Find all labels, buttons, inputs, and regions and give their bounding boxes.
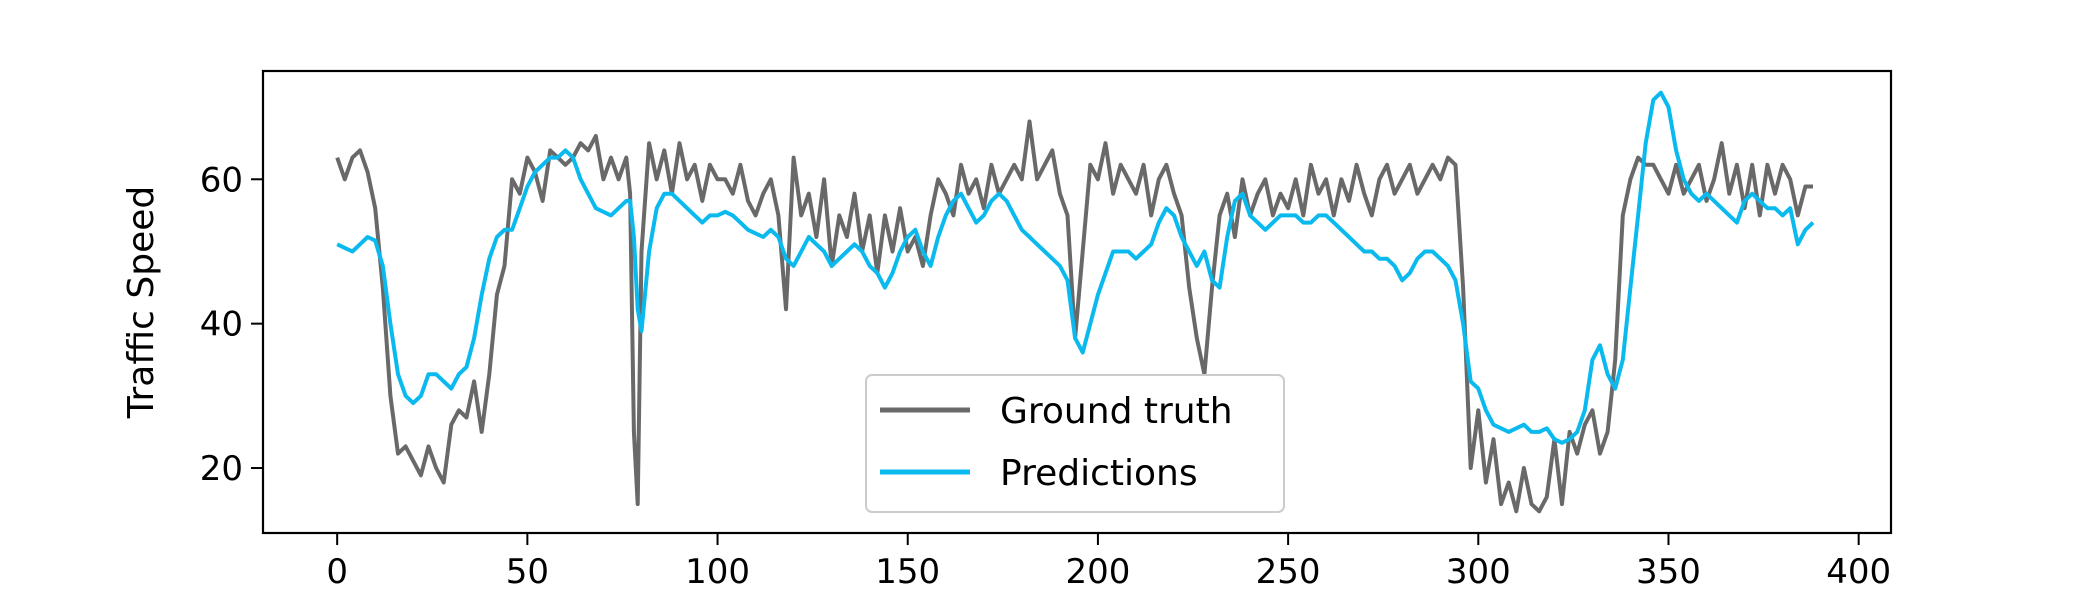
- series-layer: [335, 90, 1815, 514]
- legend-label-predictions: Predictions: [1000, 453, 1198, 494]
- x-tick-label: 0: [326, 552, 348, 592]
- y-tick-label: 20: [200, 449, 243, 489]
- x-tick-label: 400: [1826, 552, 1891, 592]
- plot-frame: [261, 69, 1893, 535]
- series-line-ground-truth: [335, 119, 1813, 514]
- x-axis: 0 50 100 150 200 250 300 350 400: [326, 533, 1891, 592]
- x-tick-label: 350: [1636, 552, 1701, 592]
- x-tick-label: 100: [685, 552, 750, 592]
- y-axis: 20 40 60: [200, 160, 263, 489]
- x-tick-label: 150: [875, 552, 940, 592]
- x-tick-label: 200: [1065, 552, 1130, 592]
- x-tick-label: 250: [1256, 552, 1321, 592]
- x-tick-label: 300: [1446, 552, 1511, 592]
- legend: Ground truth Predictions: [865, 374, 1285, 513]
- legend-box: [865, 374, 1285, 513]
- legend-label-ground-truth: Ground truth: [1000, 391, 1233, 432]
- y-axis-label: Traffic Speed: [121, 186, 162, 419]
- y-tick-label: 40: [200, 305, 243, 345]
- y-tick-label: 60: [200, 160, 243, 200]
- series-line-predictions: [336, 90, 1815, 445]
- x-tick-label: 50: [506, 552, 549, 592]
